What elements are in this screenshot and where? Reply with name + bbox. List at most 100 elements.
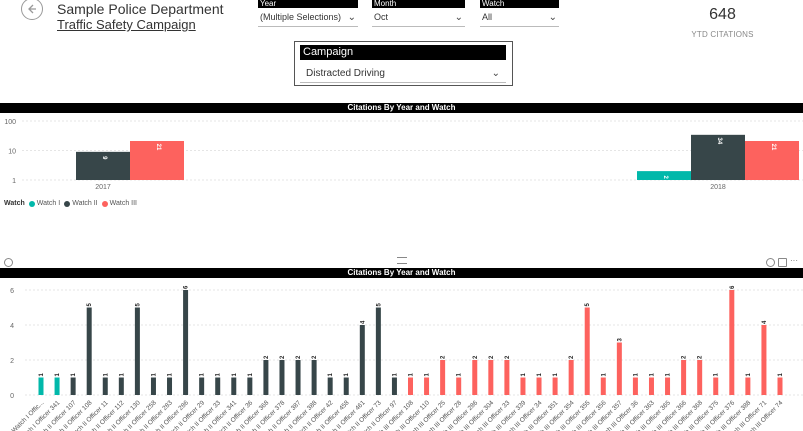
data-label: 1	[39, 373, 45, 377]
year-dropdown[interactable]: (Multiple Selections) ⌄	[258, 8, 358, 27]
year-slicer-label: Year	[258, 0, 358, 8]
data-label: 1	[601, 373, 607, 377]
bar	[295, 360, 301, 395]
chart1-title: Citations By Year and Watch	[0, 103, 803, 113]
data-label: 2	[505, 355, 511, 359]
data-label: 2	[698, 355, 704, 359]
data-label: 1	[344, 373, 350, 377]
campaign-slicer-label: Campaign	[300, 45, 506, 60]
chevron-down-icon: ⌄	[548, 11, 557, 23]
ytd-citations-value: 648	[709, 6, 736, 23]
data-label: 2	[280, 355, 286, 359]
data-label: 2	[662, 175, 668, 179]
data-label: 1	[232, 373, 238, 377]
chevron-down-icon: ⌄	[454, 11, 463, 23]
drag-grip-icon[interactable]	[397, 257, 407, 264]
focus-mode-icon[interactable]	[778, 258, 787, 267]
watch-slicer-label: Watch	[480, 0, 559, 8]
bar	[343, 377, 349, 395]
data-label: 2	[682, 355, 688, 359]
watch-value: All	[482, 12, 493, 22]
y-tick-label: 100	[4, 119, 16, 126]
data-label: 2	[473, 355, 479, 359]
data-label: 1	[151, 373, 157, 377]
legend-dot-icon	[28, 200, 35, 207]
data-label: 5	[87, 303, 93, 307]
bar	[263, 360, 269, 395]
data-label: 1	[633, 373, 639, 377]
bar	[86, 307, 92, 395]
data-label: 9	[101, 156, 107, 160]
data-label: 1	[778, 373, 784, 377]
data-label: 1	[425, 373, 431, 377]
chevron-down-icon: ⌄	[347, 11, 356, 23]
data-label: 2	[312, 355, 318, 359]
data-label: 1	[103, 373, 109, 377]
legend-dot-icon	[101, 200, 108, 207]
data-label: 1	[119, 373, 125, 377]
bar	[681, 360, 687, 395]
data-label: 1	[248, 373, 254, 377]
data-label: 1	[521, 373, 527, 377]
bar	[38, 377, 44, 395]
data-label: 4	[762, 320, 768, 324]
data-label: 1	[71, 373, 77, 377]
bar	[247, 377, 253, 395]
filter-icon[interactable]	[766, 258, 775, 267]
bar	[713, 377, 719, 395]
y-tick-label: 6	[10, 288, 14, 295]
legend-watch1[interactable]: Watch I	[28, 200, 61, 207]
bar	[76, 151, 130, 180]
bar	[648, 377, 654, 395]
watch-dropdown[interactable]: All ⌄	[480, 8, 559, 27]
bar	[54, 377, 60, 395]
bar	[199, 377, 205, 395]
data-label: 1	[55, 373, 61, 377]
bar	[440, 360, 446, 395]
data-label: 21	[770, 144, 776, 151]
legend-watch3-label: Watch III	[109, 200, 137, 207]
bar	[665, 377, 671, 395]
chart1-legend: Watch Watch I Watch II Watch III	[4, 200, 137, 207]
bar	[391, 377, 397, 395]
filter-icon[interactable]	[4, 258, 13, 267]
year-slicer: Year (Multiple Selections) ⌄	[258, 0, 358, 27]
bar	[777, 377, 783, 395]
legend-watch1-label: Watch I	[36, 200, 61, 207]
bar	[279, 360, 285, 395]
year-value: (Multiple Selections)	[260, 12, 342, 22]
bar	[536, 377, 542, 395]
bar	[134, 307, 140, 395]
data-label: 5	[376, 303, 382, 307]
bar	[488, 360, 494, 395]
legend-title: Watch	[4, 200, 25, 207]
data-label: 1	[168, 373, 174, 377]
back-button[interactable]	[21, 0, 43, 20]
campaign-title-link[interactable]: Traffic Safety Campaign	[57, 17, 196, 32]
legend-watch2[interactable]: Watch II	[64, 200, 98, 207]
data-label: 6	[184, 285, 190, 289]
y-tick-label: 10	[8, 149, 16, 156]
citations-by-year-chart: 100 10 1 2017 9 21 2018 2 34 21	[4, 119, 803, 191]
bar	[552, 377, 558, 395]
bar	[472, 360, 478, 395]
bar	[150, 377, 156, 395]
campaign-value: Distracted Driving	[306, 67, 385, 79]
data-label: 1	[666, 373, 672, 377]
more-options-icon[interactable]: ···	[790, 256, 798, 265]
data-label: 1	[537, 373, 543, 377]
campaign-dropdown[interactable]: Distracted Driving ⌄	[300, 64, 506, 83]
month-dropdown[interactable]: Oct ⌄	[372, 8, 465, 27]
y-tick-label: 4	[10, 323, 14, 330]
bar	[215, 377, 221, 395]
bar	[311, 360, 317, 395]
bar	[70, 377, 76, 395]
data-label: 1	[649, 373, 655, 377]
data-label: 34	[716, 137, 722, 144]
data-label: 1	[714, 373, 720, 377]
bar	[504, 360, 510, 395]
department-name: Sample Police Department	[57, 1, 224, 17]
legend-watch3[interactable]: Watch III	[101, 200, 137, 207]
campaign-slicer: Campaign Distracted Driving ⌄	[294, 41, 513, 86]
month-slicer: Month Oct ⌄	[372, 0, 465, 27]
